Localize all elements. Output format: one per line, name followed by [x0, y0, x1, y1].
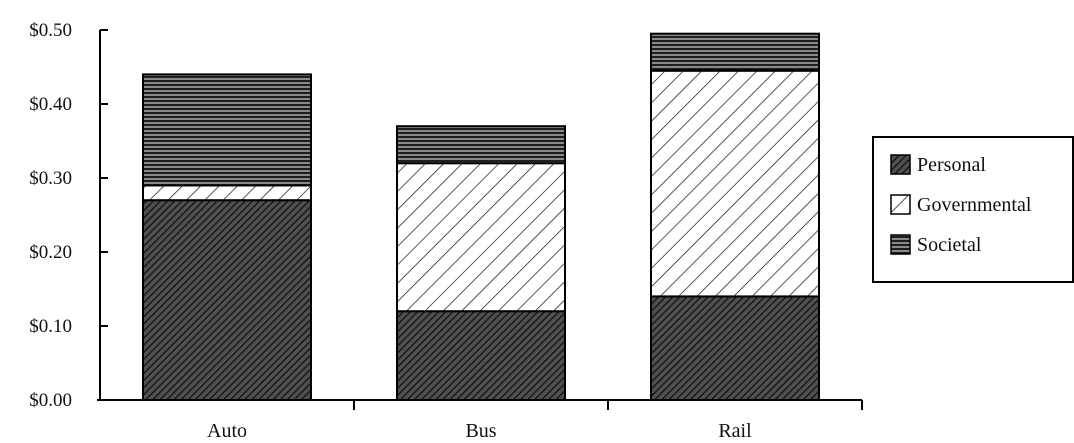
x-category-label: Auto — [207, 420, 247, 442]
legend-label-societal: Societal — [917, 234, 982, 256]
legend-swatch-societal — [890, 234, 911, 255]
x-category-label: Rail — [718, 420, 752, 442]
bar-segment-governmental-rail — [650, 69, 820, 298]
x-category-label: Bus — [465, 420, 496, 442]
legend-label-governmental: Governmental — [917, 194, 1032, 216]
bar-segment-personal-bus — [396, 310, 566, 402]
bar-segment-societal-rail — [650, 32, 820, 72]
bar-segment-personal-auto — [142, 199, 312, 401]
y-tick-label: $0.10 — [29, 316, 72, 337]
bar-segment-governmental-bus — [396, 162, 566, 313]
legend-label-personal: Personal — [917, 154, 986, 176]
y-tick-label: $0.50 — [29, 20, 72, 41]
legend-swatch-personal — [890, 154, 911, 175]
y-tick-label: $0.00 — [29, 390, 72, 411]
y-tick-label: $0.20 — [29, 242, 72, 263]
legend-swatch-governmental — [890, 194, 911, 215]
y-tick-label: $0.30 — [29, 168, 72, 189]
legend: Personal Governmental Societal — [872, 136, 1074, 283]
bar-segment-governmental-auto — [142, 184, 312, 202]
plot-area: $0.00 $0.10 $0.20 $0.30 $0.40 $0.50 Auto Bus Rai… — [29, 20, 863, 442]
bar-segment-personal-rail — [650, 295, 820, 401]
bar-segment-societal-bus — [396, 125, 566, 165]
y-tick-label: $0.40 — [29, 94, 72, 115]
bar-segment-societal-auto — [142, 73, 312, 187]
